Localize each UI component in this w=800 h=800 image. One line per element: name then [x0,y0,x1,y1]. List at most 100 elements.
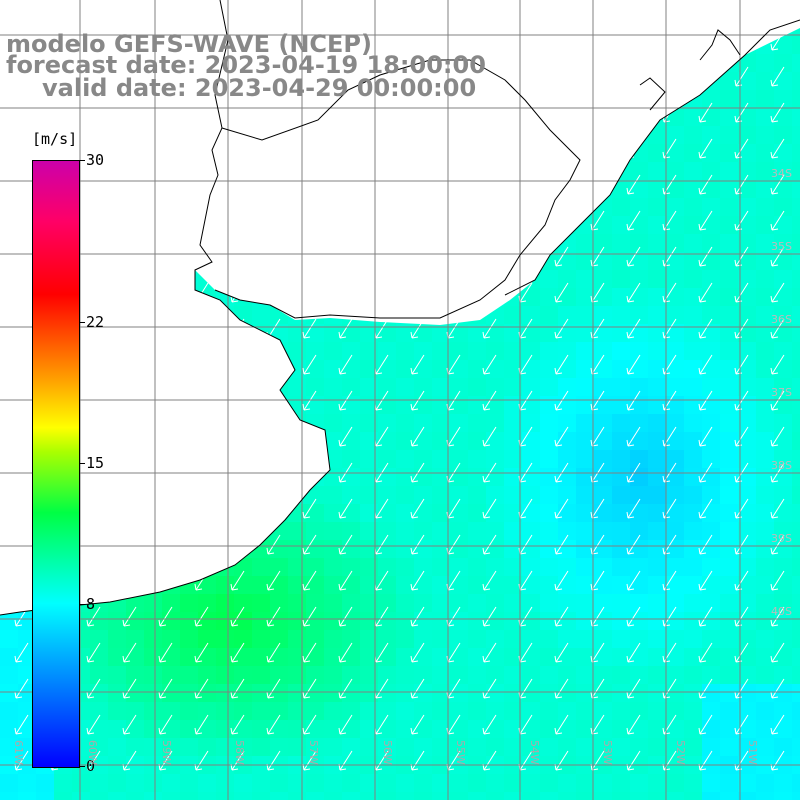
field-cell [648,144,666,162]
field-cell [504,720,522,738]
field-cell [342,630,360,648]
field-cell [738,306,756,324]
field-cell [594,504,612,522]
wind-arrow [770,318,785,339]
field-cell [450,378,468,396]
field-cell [594,342,612,360]
field-cell [486,594,504,612]
wind-arrow [770,138,785,159]
field-cell [630,684,648,702]
field-cell [612,432,630,450]
field-cell [468,684,486,702]
field-cell [594,234,612,252]
field-cell [666,630,684,648]
field-cell [198,792,216,800]
wind-arrow [158,678,173,699]
field-cell [612,540,630,558]
field-cell [594,486,612,504]
wind-arrow [122,678,137,699]
field-cell [486,702,504,720]
field-cell [360,414,378,432]
field-cell [792,666,800,684]
field-cell [702,234,720,252]
field-cell [504,432,522,450]
field-cell [522,612,540,630]
field-cell [630,612,648,630]
field-cell [666,684,684,702]
field-cell [738,594,756,612]
field-cell [540,774,558,792]
field-cell [432,450,450,468]
field-cell [162,612,180,630]
field-cell [738,720,756,738]
field-cell [378,342,396,360]
field-cell [504,414,522,432]
field-cell [234,792,252,800]
field-cell [756,126,774,144]
field-cell [684,378,702,396]
field-cell [576,288,594,306]
field-cell [594,270,612,288]
field-cell [612,342,630,360]
field-cell [270,630,288,648]
field-cell [486,414,504,432]
field-cell [702,576,720,594]
wind-arrow [770,678,785,699]
field-cell [792,324,800,342]
wind-arrow [626,606,641,627]
field-cell [648,288,666,306]
field-cell [504,630,522,648]
field-cell [108,702,126,720]
field-cell [486,576,504,594]
wind-arrow [482,318,497,339]
field-cell [180,774,198,792]
wind-arrow [302,534,317,555]
field-cell [0,738,18,756]
wind-arrow [338,498,353,519]
field-cell [342,558,360,576]
field-cell [144,792,162,800]
field-cell [792,306,800,324]
field-cell [612,522,630,540]
field-cell [126,738,144,756]
latitude-label: 35S [771,240,792,253]
field-cell [792,378,800,396]
field-cell [216,630,234,648]
field-cell [756,486,774,504]
field-cell [414,612,432,630]
field-cell [630,288,648,306]
field-cell [630,360,648,378]
field-cell [540,324,558,342]
field-cell [198,738,216,756]
field-cell [504,486,522,504]
field-cell [594,594,612,612]
field-cell [432,504,450,522]
field-cell [612,792,630,800]
field-cell [306,612,324,630]
field-cell [720,522,738,540]
field-cell [756,54,774,72]
field-cell [378,468,396,486]
wind-arrow [770,642,785,663]
field-cell [684,504,702,522]
field-cell [558,684,576,702]
wind-arrow [554,426,569,447]
field-cell [774,306,792,324]
field-cell [702,468,720,486]
wind-arrow [338,642,353,663]
field-cell [612,234,630,252]
field-cell [432,720,450,738]
wind-arrow [230,570,245,591]
field-cell [288,558,306,576]
longitude-label: 55W [454,740,467,765]
field-cell [738,162,756,180]
field-cell [594,666,612,684]
wind-arrow [734,282,749,303]
field-cell [792,774,800,792]
field-cell [738,414,756,432]
field-cell [522,342,540,360]
field-cell [702,666,720,684]
field-cell [594,738,612,756]
field-cell [738,684,756,702]
field-cell [324,342,342,360]
